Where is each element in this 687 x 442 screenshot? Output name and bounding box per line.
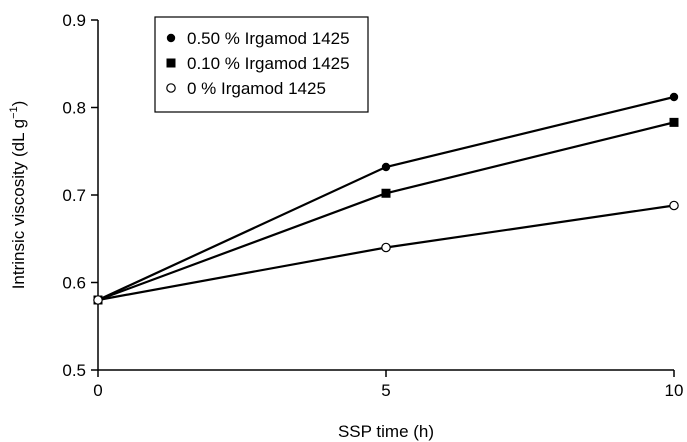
x-tick-label: 5: [381, 381, 390, 400]
data-point: [381, 162, 391, 172]
axes: 0 5 10 0.5 0.6 0.7 0.8 0.9: [62, 11, 683, 400]
y-tick-label: 0.8: [62, 99, 86, 118]
series-3: [93, 200, 679, 305]
data-point: [381, 188, 391, 198]
y-axis-title-superscript: −1: [8, 106, 20, 119]
data-point: [381, 242, 391, 253]
legend-box: [154, 16, 369, 113]
series-1: [93, 92, 679, 305]
x-axis-title: SSP time (h): [338, 422, 434, 441]
legend-label: 0.50 % Irgamod 1425: [187, 29, 350, 48]
y-tick-label: 0.7: [62, 186, 86, 205]
series-group: [93, 92, 679, 305]
y-axis-title: Intrinsic viscosity (dL g−1): [8, 101, 28, 290]
legend-marker: [166, 83, 176, 93]
y-ticks: 0.5 0.6 0.7 0.8 0.9: [62, 11, 98, 380]
y-tick-label: 0.6: [62, 274, 86, 293]
data-point: [669, 92, 679, 102]
x-ticks: 0 5 10: [93, 370, 683, 400]
legend-label: 0.10 % Irgamod 1425: [187, 54, 350, 73]
x-tick-label: 10: [665, 381, 684, 400]
legend-marker: [166, 33, 176, 43]
series-2: [93, 117, 679, 305]
data-point: [93, 295, 103, 305]
legend: 0.50 % Irgamod 1425 0.10 % Irgamod 1425 0 …: [154, 16, 369, 113]
x-tick-label: 0: [93, 381, 102, 400]
data-point: [669, 200, 679, 211]
legend-label: 0 % Irgamod 1425: [187, 79, 326, 98]
series-line: [97, 95, 675, 301]
y-tick-label: 0.9: [62, 11, 86, 30]
series-line: [97, 204, 675, 302]
y-axis-title-close: ): [9, 101, 28, 107]
y-tick-label: 0.5: [62, 361, 86, 380]
legend-marker: [166, 58, 176, 68]
y-axis-title-main: Intrinsic viscosity (dL g: [9, 119, 28, 289]
data-point: [669, 117, 679, 127]
series-line: [97, 121, 675, 302]
